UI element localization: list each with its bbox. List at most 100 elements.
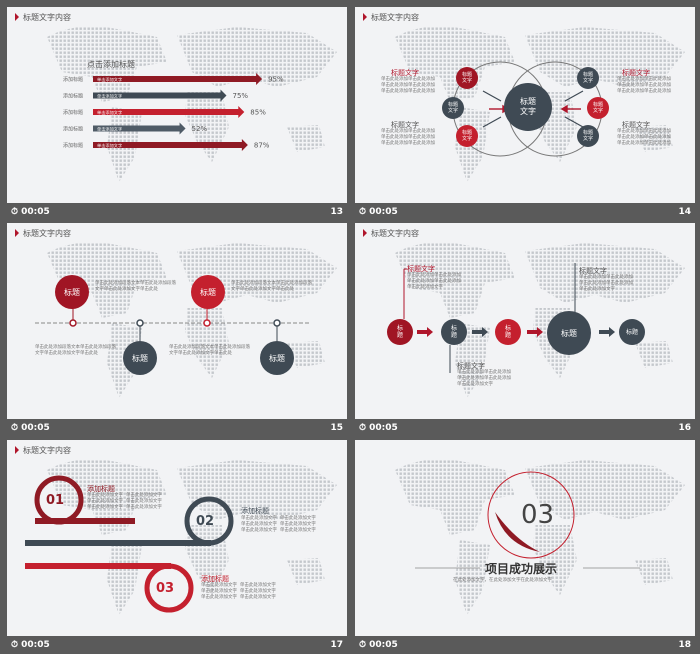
node: 标题 文字 [456,67,478,89]
body-text: 单击此处添加段落文本单击此处添加段落 文字单击此处添加文字单击此处 [169,345,250,356]
body-text: 单击此处添加单击此处添加 单击此处添加单击此处添加 单击此处添加文字 [407,273,461,290]
value-label: 87% [254,142,270,150]
slide-status-bar: ⏱ 00:05 15 [7,421,347,437]
label-dark: 标题文字 [457,362,485,370]
slide-header: 标题文字内容 [15,12,71,23]
section-caption: 在此处添加文字，在此处添加文字在此处添加文字 [453,578,552,583]
bar-label: 单击添加文字 [97,92,122,99]
center-node: 标题 文字 [504,83,552,131]
bar-label: 单击添加文字 [97,76,122,83]
slide-status-bar: ⏱ 00:05 14 [355,205,695,221]
transition-time: ⏱ 00:05 [11,423,50,433]
label-red: 标题文字 [622,69,650,77]
header-marker-icon [15,446,19,454]
label-dark: 标题文字 [579,267,607,275]
node: 标题 [191,275,225,309]
label-red: 标题文字 [391,69,419,77]
label-dark: 标题文字 [391,121,419,129]
body-text: 单击此处添加单击此处添加 单击此处添加单击此处添加 单击此处添加单击此处添加 [617,77,671,94]
section-number: 03 [521,500,555,530]
item-title: 添加标题 [201,575,229,583]
node: 标 题 [441,319,467,345]
header-marker-icon [15,229,19,237]
world-map [395,459,685,615]
body-text: 单击此处添加单击此处添加 单击此处添加单击此处添加 单击此处添加单击此处添加 [381,129,435,146]
body-text: 单击此处添加文字 单击此处添加文字 单击此处添加文字 单击此处添加文字 单击此处… [201,583,276,600]
bar [93,89,227,102]
value-label: 85% [250,109,266,117]
value-label: 52% [192,125,208,133]
slide-status-bar: ⏱ 00:05 16 [355,421,695,437]
item-number: 01 [46,493,65,508]
bar-label: 单击添加文字 [97,109,122,116]
ribbon-graphic [25,475,234,613]
bar [93,73,263,85]
transition-time: ⏱ 00:05 [359,640,398,650]
node: 标题 文字 [577,67,599,89]
slide-13-canvas: 标题文字内容 点击添加标题 添加标题 单击添加文字 95% 添加标题 单击添加文字 75%… [7,7,347,203]
node: 标题 [55,275,89,309]
node: 标题 文字 [456,125,478,147]
header-marker-icon [363,229,367,237]
label-dark: 标题文字 [622,121,650,129]
header-marker-icon [15,13,19,21]
slide-number: 13 [330,207,343,217]
node: 标题 [260,341,294,375]
node: 标题 文字 [587,97,609,119]
section-ring [415,471,640,569]
slide-number: 18 [678,640,691,650]
slide-number: 15 [330,423,343,433]
category-label: 添加标题 [63,109,83,116]
bar [93,139,248,151]
slide-status-bar: ⏱ 00:05 13 [7,205,347,221]
value-label: 75% [233,92,249,100]
slide-header: 标题文字内容 [15,445,71,456]
category-label: 添加标题 [63,76,83,83]
transition-time: ⏱ 00:05 [11,640,50,650]
item-number: 02 [196,514,215,529]
item-title: 添加标题 [241,507,269,515]
section-title: 项目成功展示 [485,562,558,576]
bar [93,122,186,135]
node: 标 题 [387,319,413,345]
slide-15-canvas: 标题文字内容 标题 标题 标题 标题 单击此处添加段落文本单击此处添加段落 文字… [7,223,347,419]
header-marker-icon [363,13,367,21]
slide-header: 标题文字内容 [363,12,419,23]
bar-chart: 添加标题 单击添加文字 95%添加标题 单击添加文字 75%添加标题 单击添加文字 85%添… [63,73,284,151]
category-label: 添加标题 [63,93,83,100]
bar-label: 单击添加文字 [97,142,122,149]
category-label: 添加标题 [63,126,83,133]
body-text: 单击此处添加文字 单击此处添加文字 单击此处添加文字 单击此处添加文字 单击此处… [241,516,316,533]
transition-time: ⏱ 00:05 [359,207,398,217]
node: 标题 [619,319,645,345]
node: 标 题 [495,319,521,345]
body-text: 单击此处添加段落文本单击此处添加段落 文字单击此处添加文字单击此处 [231,281,312,292]
bar [93,106,245,118]
node: 标题 文字 [442,97,464,119]
transition-time: ⏱ 00:05 [11,207,50,217]
item-title: 添加标题 [87,485,115,493]
slide-16-canvas: 标题文字内容 标 题 标 题 标 题 标题 标题 标题文字 单击此处添加单击此处… [355,223,695,419]
value-label: 95% [268,76,284,84]
slide-14-canvas: 标题文字内容 标题 文字 标题 文字 标题 文字 标题 文字 标题 文字 标题 … [355,7,695,203]
slide-number: 17 [330,640,343,650]
slide-status-bar: ⏱ 00:05 17 [7,638,347,654]
slide-number: 14 [678,207,691,217]
slide-status-bar: ⏱ 00:05 18 [355,638,695,654]
slide-number: 16 [678,423,691,433]
body-text: 单击此处添加文字 单击此处添加文字 单击此处添加文字 单击此处添加文字 单击此处… [87,493,162,510]
slide-header: 标题文字内容 [363,228,419,239]
label-red: 标题文字 [407,265,435,273]
body-text: 单击此处添加单击此处添加 单击此处添加单击此处添加 单击此处添加文字 [579,275,633,292]
body-text: 单击此处添加单击此处添加 单击此处添加单击此处添加 单击此处添加文字 [457,370,511,387]
transition-time: ⏱ 00:05 [359,423,398,433]
node: 标题 [123,341,157,375]
process-arrows [403,263,615,373]
node: 标题 [547,311,591,355]
body-text: 单击此处添加单击此处添加 单击此处添加单击此处添加 单击此处添加单击此处添加 [617,129,671,146]
chart-subtitle: 点击添加标题 [87,60,135,69]
item-number: 03 [156,581,175,596]
world-map [47,459,337,615]
body-text: 单击此处添加段落文本单击此处添加段落 文字单击此处添加文字单击此处 [35,345,116,356]
slide-17-canvas: 标题文字内容 01 02 03 添加标题 单击此处添加文字 单击此处添加文字 单… [7,440,347,636]
